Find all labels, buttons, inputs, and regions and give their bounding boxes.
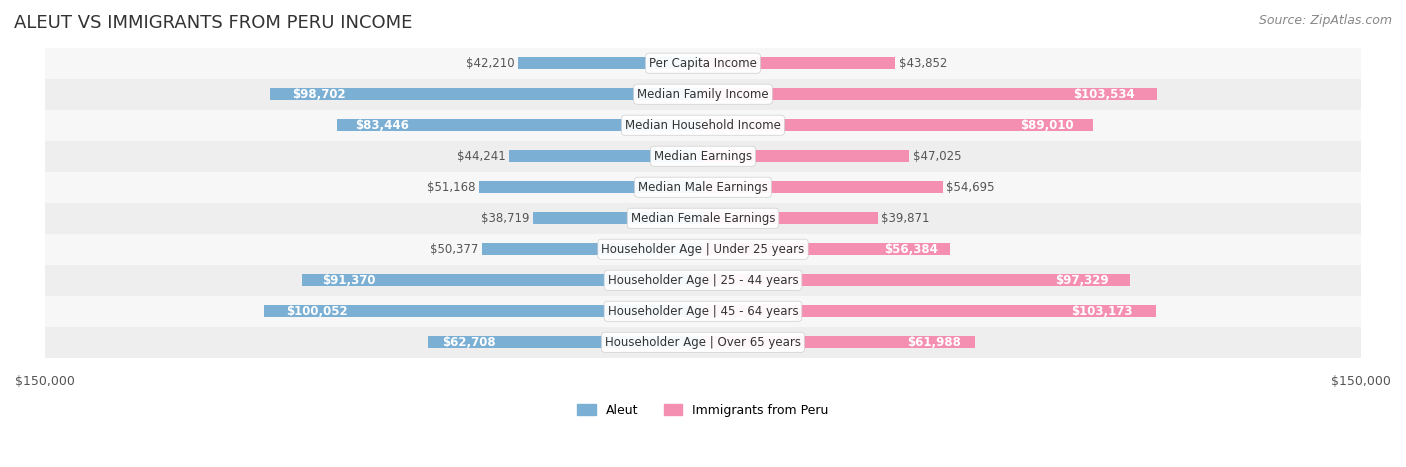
Text: Median Male Earnings: Median Male Earnings <box>638 181 768 194</box>
FancyBboxPatch shape <box>45 172 1361 203</box>
Text: $44,241: $44,241 <box>457 150 506 163</box>
Text: $43,852: $43,852 <box>898 57 948 70</box>
Text: $54,695: $54,695 <box>946 181 994 194</box>
Text: Householder Age | Over 65 years: Householder Age | Over 65 years <box>605 336 801 349</box>
Text: $91,370: $91,370 <box>322 274 375 287</box>
Text: $103,173: $103,173 <box>1071 305 1133 318</box>
Bar <box>517 57 703 69</box>
Bar <box>478 181 703 193</box>
Bar <box>703 243 950 255</box>
Text: Householder Age | Under 25 years: Householder Age | Under 25 years <box>602 243 804 256</box>
FancyBboxPatch shape <box>45 265 1361 296</box>
FancyBboxPatch shape <box>45 203 1361 234</box>
Text: $100,052: $100,052 <box>285 305 347 318</box>
FancyBboxPatch shape <box>45 141 1361 172</box>
Text: $38,719: $38,719 <box>481 212 530 225</box>
Legend: Aleut, Immigrants from Peru: Aleut, Immigrants from Peru <box>572 399 834 422</box>
Text: Householder Age | 25 - 44 years: Householder Age | 25 - 44 years <box>607 274 799 287</box>
Bar <box>703 274 1130 286</box>
Bar <box>302 274 703 286</box>
Bar <box>270 88 703 100</box>
FancyBboxPatch shape <box>45 296 1361 327</box>
Text: $97,329: $97,329 <box>1054 274 1109 287</box>
Text: $50,377: $50,377 <box>430 243 478 256</box>
Bar <box>482 243 703 255</box>
Bar <box>264 305 703 317</box>
Text: Median Earnings: Median Earnings <box>654 150 752 163</box>
Text: Householder Age | 45 - 64 years: Householder Age | 45 - 64 years <box>607 305 799 318</box>
Text: Per Capita Income: Per Capita Income <box>650 57 756 70</box>
Text: Median Family Income: Median Family Income <box>637 88 769 101</box>
Text: $98,702: $98,702 <box>291 88 346 101</box>
Bar <box>509 150 703 162</box>
Text: $47,025: $47,025 <box>912 150 962 163</box>
Text: ALEUT VS IMMIGRANTS FROM PERU INCOME: ALEUT VS IMMIGRANTS FROM PERU INCOME <box>14 14 412 32</box>
Text: $39,871: $39,871 <box>882 212 929 225</box>
Text: $51,168: $51,168 <box>427 181 475 194</box>
Bar <box>703 336 974 348</box>
Bar <box>337 120 703 131</box>
Bar <box>703 57 896 69</box>
Text: $103,534: $103,534 <box>1073 88 1135 101</box>
Text: Median Household Income: Median Household Income <box>626 119 780 132</box>
Text: $42,210: $42,210 <box>465 57 515 70</box>
Bar <box>703 212 877 224</box>
Text: $56,384: $56,384 <box>884 243 938 256</box>
FancyBboxPatch shape <box>45 327 1361 358</box>
Bar <box>703 120 1094 131</box>
Bar <box>533 212 703 224</box>
Bar <box>427 336 703 348</box>
Text: $61,988: $61,988 <box>907 336 962 349</box>
Text: $83,446: $83,446 <box>356 119 409 132</box>
FancyBboxPatch shape <box>45 79 1361 110</box>
Text: Median Female Earnings: Median Female Earnings <box>631 212 775 225</box>
Text: $62,708: $62,708 <box>441 336 495 349</box>
Bar <box>703 305 1156 317</box>
FancyBboxPatch shape <box>45 110 1361 141</box>
Text: $89,010: $89,010 <box>1021 119 1074 132</box>
Bar <box>703 88 1157 100</box>
FancyBboxPatch shape <box>45 48 1361 79</box>
Text: Source: ZipAtlas.com: Source: ZipAtlas.com <box>1258 14 1392 27</box>
Bar <box>703 181 943 193</box>
Bar <box>703 150 910 162</box>
FancyBboxPatch shape <box>45 234 1361 265</box>
